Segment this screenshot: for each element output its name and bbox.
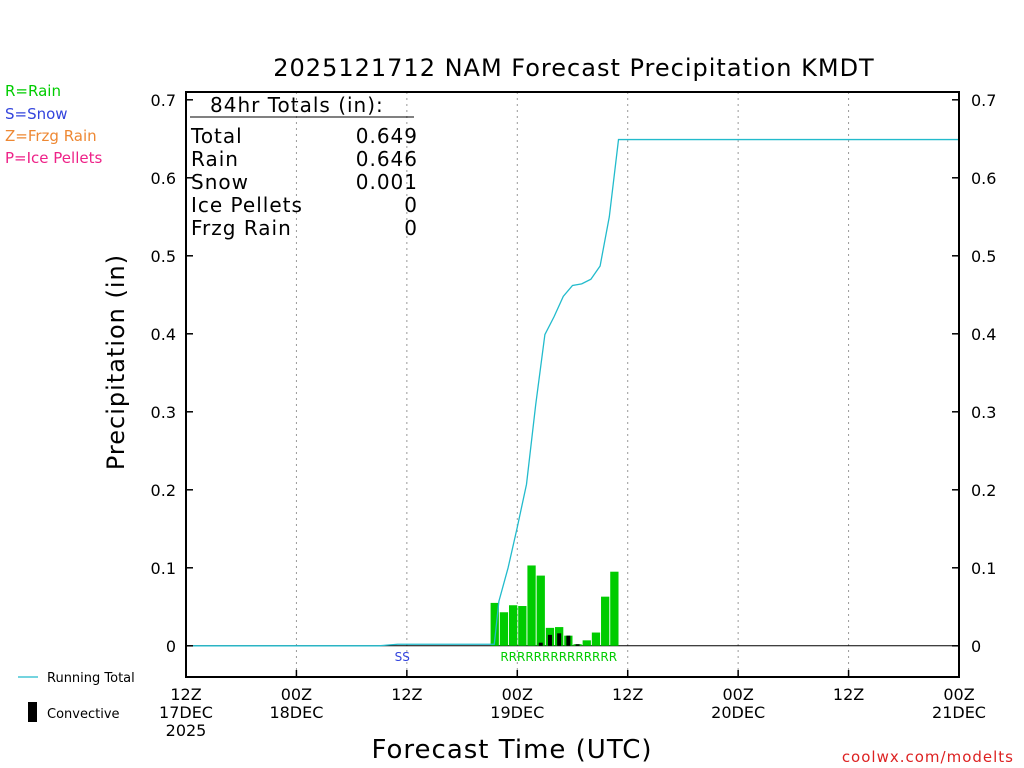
grid-lines (295, 92, 850, 677)
running-total-line (186, 138, 959, 647)
x-axis-label: Forecast Time (UTC) (371, 735, 652, 765)
totals-row-label: Rain (191, 147, 239, 171)
totals-row-value: 0.649 (356, 124, 418, 148)
precip-bar (601, 596, 610, 646)
x-tick-label: 19DEC (490, 703, 544, 722)
convective-bar (547, 634, 552, 646)
y-tick-label-right: 0.4 (971, 325, 996, 344)
ptype-label: RRRRRRRRRRRRRR (500, 650, 617, 664)
precip-bar (527, 565, 536, 646)
y-tick-label-left: 0.2 (151, 481, 176, 500)
legend-convective: Convective (47, 707, 120, 722)
y-tick-label-left: 0.3 (151, 403, 176, 422)
precip-bar (499, 612, 509, 646)
totals-row-value: 0 (404, 216, 418, 240)
x-tick-label: 18DEC (269, 703, 323, 722)
convective-bar (538, 642, 543, 646)
y-axis-ticks: 0 00.1 0.10.2 0.20.3 0.30.4 0.40.5 0.50.6 0.60.… (151, 91, 997, 656)
totals-row-label: Ice Pellets (191, 193, 303, 217)
legend-ice-pellets: P=Ice Pellets (5, 149, 102, 167)
y-tick-label-right: 0.3 (971, 403, 996, 422)
totals-row-value: 0 (404, 193, 418, 217)
y-tick-label-left: 0.6 (151, 169, 176, 188)
totals-row-value: 0.001 (356, 170, 418, 194)
x-tick-label: 2025 (166, 721, 207, 740)
x-tick-label: 17DEC (159, 703, 213, 722)
x-tick-label: 21DEC (932, 703, 986, 722)
legend-running-total: Running Total (47, 671, 135, 686)
y-tick-label-right: 0.6 (971, 169, 996, 188)
x-tick-label: 00Z (722, 685, 753, 704)
legend-snow: S=Snow (5, 105, 68, 123)
x-tick-label: 20DEC (711, 703, 765, 722)
convective-bar (557, 633, 562, 646)
plot-frame (185, 91, 960, 678)
precip-bar (582, 640, 591, 646)
x-tick-label: 12Z (612, 685, 643, 704)
y-tick-label-left: 0.4 (151, 325, 176, 344)
y-tick-label-right: 0 (971, 637, 981, 656)
credit-text: coolwx.com/modelts (842, 748, 1014, 766)
x-tick-label: 00Z (281, 685, 312, 704)
y-tick-label-left: 0.1 (151, 559, 176, 578)
ptype-label: SS (395, 650, 410, 664)
precip-bars (490, 565, 619, 646)
precip-bar (490, 602, 499, 646)
precip-bar (610, 571, 619, 646)
y-tick-label-left: 0 (166, 637, 176, 656)
y-tick-label-right: 0.7 (971, 91, 996, 110)
legend-frzg-rain: Z=Frzg Rain (5, 127, 97, 145)
convective-bar (575, 644, 580, 646)
precip-bar (536, 575, 545, 646)
y-tick-label-right: 0.5 (971, 247, 996, 266)
totals-row-label: Snow (191, 170, 249, 194)
convective-bars (538, 633, 580, 646)
convective-swatch (28, 702, 37, 722)
precip-bar (518, 606, 527, 646)
precip-bar (591, 632, 601, 646)
totals-row-value: 0.646 (356, 147, 418, 171)
x-tick-label: 00Z (502, 685, 533, 704)
convective-bar (566, 635, 571, 646)
precip-bar (509, 605, 518, 646)
x-tick-label: 12Z (833, 685, 864, 704)
totals-row-label: Total (190, 124, 243, 148)
totals-box: 84hr Totals (in): Total 0.649 Rain 0.646 Sno… (190, 93, 418, 240)
ptype-labels: SS RRRRRRRRRRRRRR (395, 650, 617, 664)
y-tick-label-right: 0.2 (971, 481, 996, 500)
x-tick-label: 12Z (170, 685, 201, 704)
totals-header: 84hr Totals (in): (210, 93, 384, 117)
y-tick-label-left: 0.5 (151, 247, 176, 266)
y-axis-label: Precipitation (in) (102, 254, 130, 470)
x-tick-label: 12Z (391, 685, 422, 704)
legend-rain: R=Rain (5, 82, 61, 100)
y-tick-label-right: 0.1 (971, 559, 996, 578)
y-tick-label-left: 0.7 (151, 91, 176, 110)
x-tick-label: 00Z (943, 685, 974, 704)
chart-title: 2025121712 NAM Forecast Precipitation KM… (273, 54, 874, 82)
totals-row-label: Frzg Rain (191, 216, 292, 240)
